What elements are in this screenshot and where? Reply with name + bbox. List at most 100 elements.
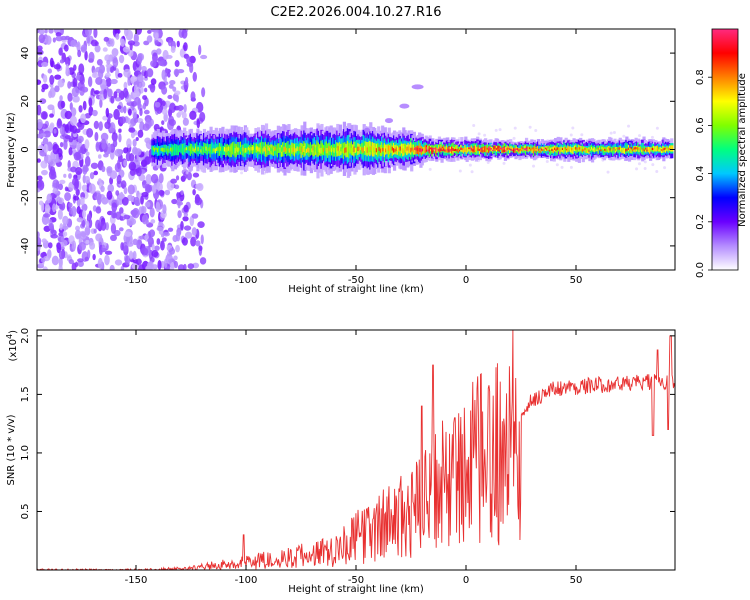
faint-speckle [622, 134, 626, 138]
snr-plot-area [37, 330, 675, 570]
noise-speckle [63, 173, 67, 178]
noise-speckle [101, 140, 106, 150]
snr-ytick-label: 2.0 [20, 328, 31, 344]
spectrogram-xtick-label: -50 [348, 275, 364, 286]
noise-speckle [118, 54, 125, 64]
noise-speckle [123, 87, 129, 99]
noise-speckle [125, 29, 134, 41]
noise-speckle [40, 111, 48, 120]
noise-speckle [169, 102, 176, 114]
faint-speckle [502, 161, 506, 165]
noise-speckle [109, 122, 116, 134]
noise-speckle [194, 196, 202, 206]
noise-speckle [114, 259, 123, 266]
noise-speckle [76, 141, 81, 151]
noise-speckle [127, 108, 132, 116]
faint-speckle [571, 126, 575, 130]
noise-speckle [120, 266, 125, 270]
noise-speckle [50, 233, 58, 239]
noise-speckle [151, 250, 159, 258]
noise-speckle [156, 181, 163, 193]
faint-speckle [200, 169, 204, 173]
noise-speckle [84, 50, 88, 61]
noise-speckle [142, 95, 148, 101]
noise-speckle [119, 116, 126, 124]
noise-speckle [106, 190, 113, 200]
snr-panel: -150 -100 -50 0 50 0.5 1.0 1.5 2.0 Height of str… [5, 328, 676, 595]
noise-speckle [115, 33, 120, 40]
noise-speckle [121, 196, 129, 206]
noise-speckle [154, 40, 159, 46]
noise-speckle [87, 76, 93, 88]
snr-xlabel: Height of straight line (km) [288, 584, 424, 595]
noise-speckle [80, 44, 87, 53]
noise-speckle [59, 95, 63, 102]
noise-speckle [144, 156, 152, 165]
noise-speckle [72, 95, 80, 103]
faint-speckle [532, 164, 536, 168]
noise-speckle [64, 186, 69, 192]
noise-speckle [41, 61, 49, 68]
noise-speckle [63, 44, 69, 52]
noise-speckle [175, 231, 181, 242]
faint-speckle [513, 126, 517, 130]
colorbar-tick-label: 0.4 [695, 166, 706, 182]
noise-speckle [189, 55, 196, 64]
noise-speckle [176, 40, 180, 48]
noise-speckle [189, 62, 194, 74]
noise-speckle [104, 121, 111, 130]
noise-speckle [199, 257, 207, 265]
noise-speckle [94, 131, 99, 142]
noise-speckle [120, 242, 124, 251]
noise-speckle [162, 108, 168, 116]
noise-speckle [98, 178, 102, 183]
colorbar-tick-label: 0.2 [695, 214, 706, 230]
spectrogram-xtick-label: 0 [463, 275, 469, 286]
noise-speckle [47, 242, 53, 249]
noise-speckle [104, 250, 113, 255]
noise-speckle [175, 175, 180, 181]
noise-speckle [103, 153, 109, 158]
noise-speckle [41, 83, 49, 90]
noise-speckle [111, 132, 118, 142]
noise-speckle [123, 68, 131, 78]
noise-speckle [44, 29, 48, 34]
faint-speckle [655, 126, 659, 130]
noise-speckle [123, 214, 131, 220]
noise-speckle [158, 189, 165, 197]
snr-ylabel: SNR (10 * v/v) [6, 414, 17, 485]
faint-speckle [458, 169, 462, 173]
faint-speckle [651, 163, 655, 167]
noise-speckle [127, 77, 131, 86]
noise-speckle [40, 252, 44, 258]
noise-speckle [72, 177, 79, 186]
noise-speckle [105, 77, 112, 87]
noise-speckle [133, 196, 140, 206]
noise-speckle [159, 221, 164, 227]
noise-speckle [174, 60, 180, 67]
noise-speckle [132, 238, 138, 246]
faint-speckle [555, 163, 559, 167]
noise-speckle [184, 76, 189, 85]
noise-speckle [173, 260, 179, 269]
colorbar-tick-label: 0.0 [695, 262, 706, 278]
noise-speckle [142, 179, 147, 189]
noise-speckle [78, 63, 85, 75]
faint-speckle [528, 125, 532, 129]
noise-speckle [154, 245, 160, 251]
noise-speckle [73, 132, 77, 138]
noise-speckle [41, 238, 47, 244]
spectrogram-ytick-label: 0 [20, 146, 31, 152]
noise-speckle [45, 35, 52, 45]
noise-speckle [147, 84, 156, 89]
noise-speckle [190, 236, 197, 247]
spectrogram-xtick-label: -150 [125, 275, 148, 286]
noise-speckle [170, 178, 177, 184]
colorbar-tick-label: 0.8 [695, 69, 706, 85]
noise-speckle [67, 81, 72, 89]
spectrogram-xtick-label: 50 [570, 275, 583, 286]
noise-speckle [132, 207, 140, 219]
noise-speckle [107, 142, 112, 154]
snr-scale-label: (x104) [5, 330, 19, 362]
